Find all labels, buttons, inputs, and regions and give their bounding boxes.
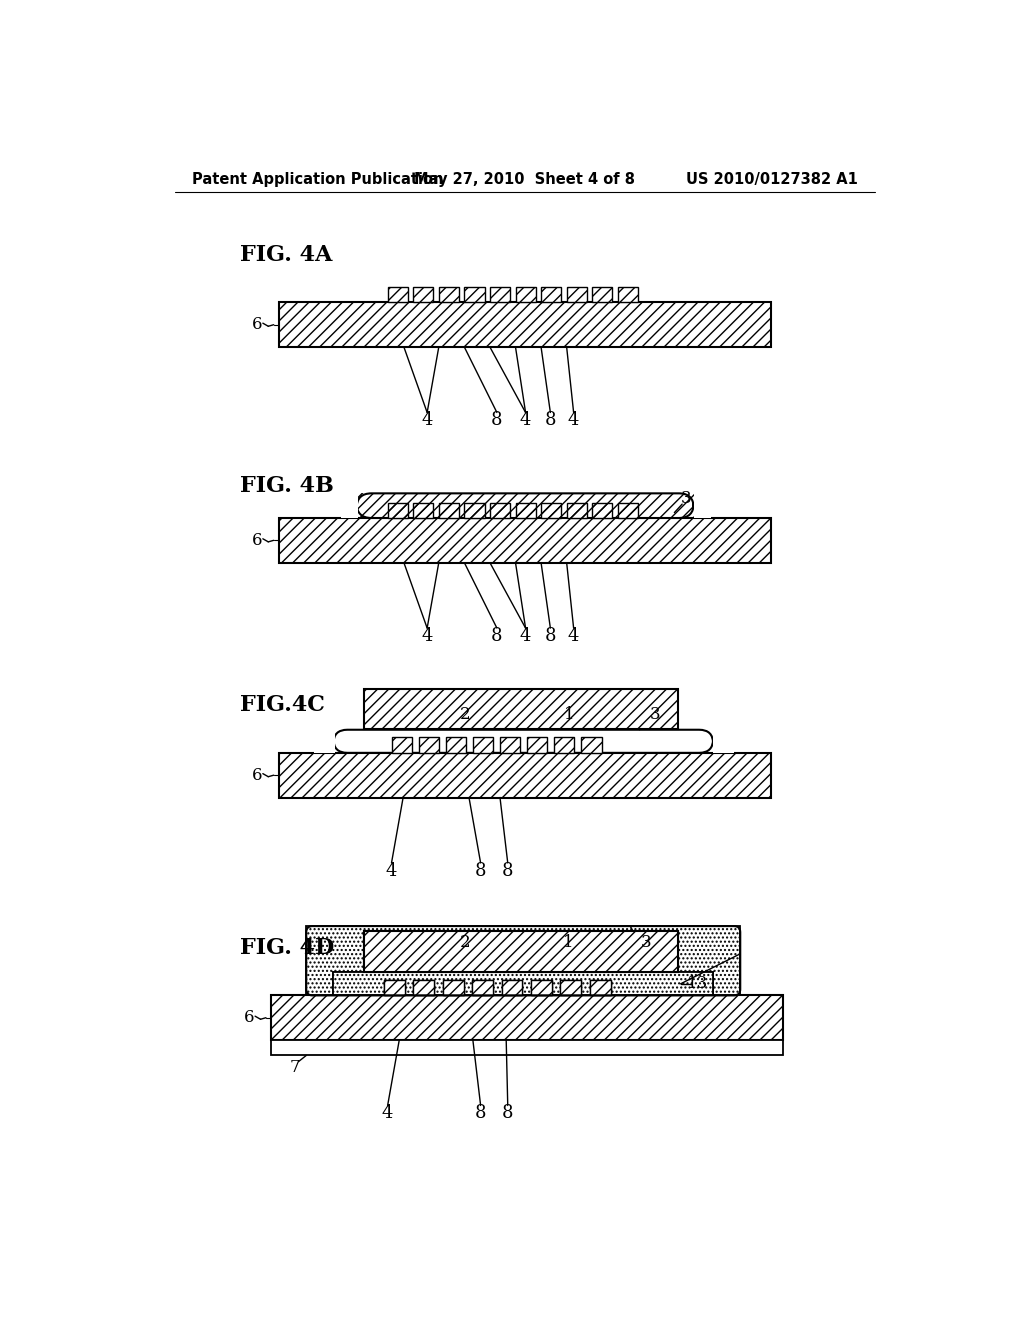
Text: 8: 8: [502, 1105, 513, 1122]
Text: US 2010/0127382 A1: US 2010/0127382 A1: [686, 173, 858, 187]
Bar: [438, 503, 459, 517]
Text: 4: 4: [382, 1105, 393, 1122]
Bar: [693, 490, 711, 517]
Bar: [713, 726, 734, 752]
Text: 8: 8: [475, 862, 486, 879]
Bar: [442, 979, 464, 995]
Bar: [356, 494, 693, 517]
Text: Patent Application Publication: Patent Application Publication: [191, 173, 443, 187]
Bar: [541, 503, 561, 517]
Text: 3: 3: [640, 933, 651, 950]
Bar: [554, 738, 574, 752]
Bar: [334, 973, 713, 995]
Bar: [500, 738, 520, 752]
Bar: [414, 286, 433, 302]
Bar: [464, 503, 484, 517]
Text: 8: 8: [492, 412, 503, 429]
Bar: [271, 1040, 783, 1056]
Text: 3: 3: [649, 706, 660, 723]
Text: 4: 4: [520, 412, 531, 429]
Bar: [271, 995, 783, 1040]
Text: 6: 6: [252, 532, 262, 549]
Bar: [472, 979, 493, 995]
Text: 1: 1: [564, 706, 575, 723]
Text: 13: 13: [687, 975, 709, 993]
Bar: [280, 752, 771, 797]
Bar: [515, 503, 536, 517]
Bar: [590, 979, 611, 995]
Bar: [582, 738, 601, 752]
Bar: [419, 738, 438, 752]
Bar: [280, 517, 771, 562]
Text: 4: 4: [520, 627, 531, 644]
Bar: [617, 286, 638, 302]
Bar: [541, 286, 561, 302]
Bar: [445, 738, 466, 752]
Bar: [388, 286, 408, 302]
Bar: [489, 503, 510, 517]
Bar: [364, 931, 679, 973]
Bar: [473, 738, 493, 752]
Text: 4: 4: [422, 627, 433, 644]
Text: 6: 6: [252, 317, 262, 333]
Bar: [414, 503, 433, 517]
Bar: [472, 979, 493, 995]
Bar: [592, 286, 612, 302]
Bar: [388, 503, 408, 517]
Text: 4: 4: [568, 627, 580, 644]
Bar: [617, 503, 638, 517]
Text: FIG.4C: FIG.4C: [241, 694, 326, 717]
Text: 2: 2: [460, 706, 470, 723]
Bar: [560, 979, 582, 995]
Text: 8: 8: [545, 412, 556, 429]
Text: May 27, 2010  Sheet 4 of 8: May 27, 2010 Sheet 4 of 8: [415, 173, 635, 187]
Text: 8: 8: [492, 627, 503, 644]
Bar: [502, 979, 522, 995]
Text: 6: 6: [244, 1010, 254, 1026]
Bar: [384, 979, 404, 995]
Bar: [365, 932, 678, 972]
Text: 8: 8: [502, 862, 513, 879]
Bar: [566, 286, 587, 302]
FancyBboxPatch shape: [334, 730, 713, 752]
Bar: [442, 979, 464, 995]
Bar: [464, 286, 484, 302]
Text: FIG. 4B: FIG. 4B: [241, 475, 334, 496]
Bar: [414, 979, 434, 995]
Text: 8: 8: [475, 1105, 486, 1122]
Text: 1: 1: [563, 933, 573, 950]
Bar: [365, 932, 678, 972]
Bar: [531, 979, 552, 995]
FancyBboxPatch shape: [356, 494, 693, 517]
Text: 3: 3: [681, 490, 691, 507]
Bar: [590, 979, 611, 995]
Bar: [531, 979, 552, 995]
Bar: [334, 973, 713, 995]
Bar: [489, 286, 510, 302]
Bar: [414, 979, 434, 995]
Bar: [384, 979, 404, 995]
Bar: [502, 979, 522, 995]
Bar: [314, 726, 335, 752]
Bar: [306, 927, 740, 995]
Bar: [341, 490, 358, 517]
Bar: [391, 738, 412, 752]
Bar: [515, 286, 536, 302]
Bar: [280, 302, 771, 347]
Text: FIG. 4D: FIG. 4D: [241, 937, 335, 958]
Bar: [527, 738, 547, 752]
Text: 7: 7: [290, 1059, 300, 1076]
Bar: [438, 286, 459, 302]
Bar: [560, 979, 582, 995]
Text: 4: 4: [386, 862, 397, 879]
Text: 4: 4: [568, 412, 580, 429]
Bar: [365, 689, 678, 729]
Text: FIG. 4A: FIG. 4A: [241, 244, 333, 265]
Text: 6: 6: [252, 767, 262, 784]
Bar: [566, 503, 587, 517]
Text: 2: 2: [460, 933, 470, 950]
Text: 4: 4: [422, 412, 433, 429]
Text: 8: 8: [545, 627, 556, 644]
Bar: [592, 503, 612, 517]
